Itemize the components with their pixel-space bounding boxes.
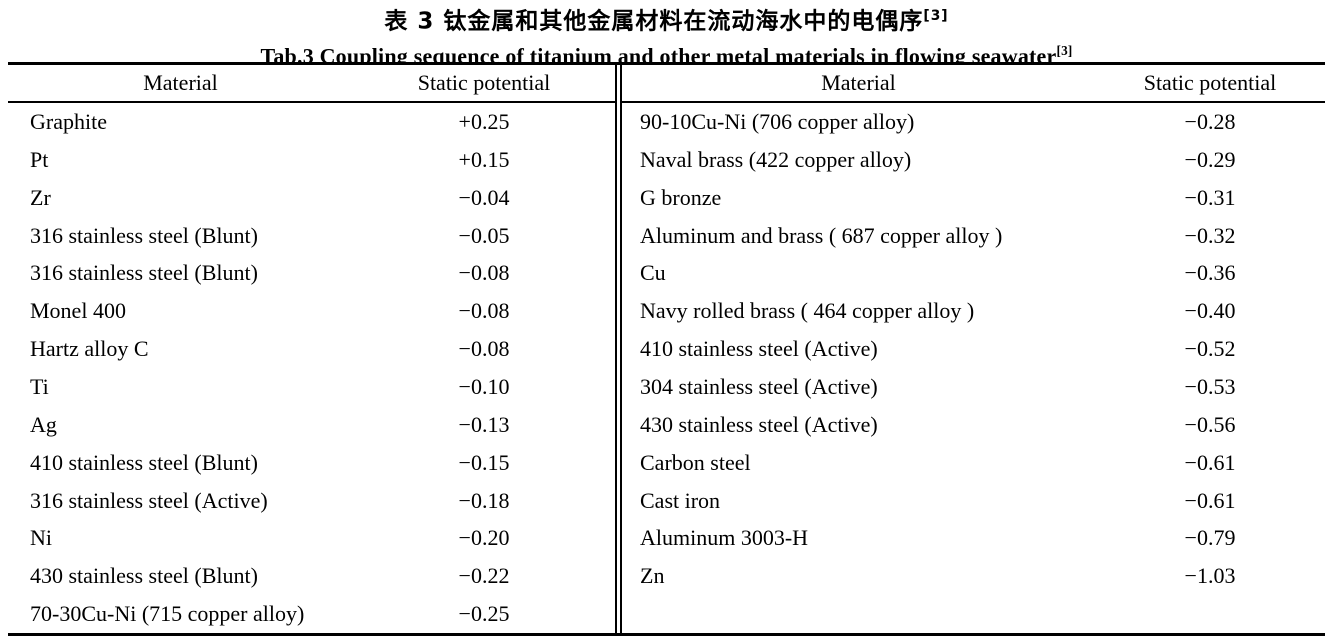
material-cell: Zr [30,184,51,210]
material-cell: Pt [30,146,49,172]
static-potential-cell: −0.29 [1184,146,1236,172]
static-potential-cell: −0.08 [458,260,510,286]
static-potential-cell: −0.05 [458,222,510,248]
table-row: 430 stainless steel (Blunt) −0.22 [8,557,615,595]
table-left-half: Material Static potential Graphite +0.25 P… [8,65,615,633]
table-row: Naval brass (422 copper alloy) −0.29 [622,141,1325,179]
static-potential-cell: −0.18 [458,487,510,513]
table-header-row-left: Material Static potential [8,65,615,103]
table-row: 316 stainless steel (Blunt) −0.08 [8,254,615,292]
material-cell: 90-10Cu-Ni (706 copper alloy) [640,108,915,134]
table-header-row-right: Material Static potential [622,65,1325,103]
table-title-chinese: 表 3 钛金属和其他金属材料在流动海水中的电偶序[3] [0,1,1333,37]
double-rule-divider [615,65,622,634]
static-potential-cell: −0.08 [458,336,510,362]
static-potential-cell: −0.28 [1184,108,1236,134]
static-potential-cell: −0.20 [458,525,510,551]
static-potential-cell: −0.52 [1184,336,1236,362]
static-potential-cell: −0.31 [1184,184,1236,210]
static-potential-cell: −0.61 [1184,487,1236,513]
citation-ref-chinese: [3] [923,8,949,24]
table-row: Ni −0.20 [8,519,615,557]
material-cell: Aluminum and brass ( 687 copper alloy ) [640,222,1003,248]
material-cell: Cu [640,260,666,286]
right-table-body: 90-10Cu-Ni (706 copper alloy) −0.28 Naval … [622,103,1325,633]
table-row: Ti −0.10 [8,368,615,406]
column-header-material: Material [143,70,218,95]
static-potential-cell: −1.03 [1184,563,1236,589]
left-table-body: Graphite +0.25 Pt +0.15 Zr −0.04 316 stainless… [8,103,615,633]
static-potential-cell: −0.25 [458,601,510,627]
material-cell: Naval brass (422 copper alloy) [640,146,912,172]
material-cell: Ti [30,373,49,399]
material-cell: Ag [30,411,57,437]
table-row: Aluminum 3003-H −0.79 [622,519,1325,557]
column-header-static-potential: Static potential [1143,70,1277,95]
table-row: Monel 400 −0.08 [8,292,615,330]
table-row: Ag −0.13 [8,406,615,444]
static-potential-cell: −0.61 [1184,449,1236,475]
table-row: Carbon steel −0.61 [622,444,1325,482]
material-cell: G bronze [640,184,722,210]
material-cell: 410 stainless steel (Active) [640,336,878,362]
material-cell: Carbon steel [640,449,751,475]
static-potential-cell: −0.04 [458,184,510,210]
column-header-static-potential: Static potential [417,70,551,95]
material-cell: 316 stainless steel (Active) [30,487,268,513]
table-row: G bronze −0.31 [622,179,1325,217]
citation-ref-english: [3] [1056,42,1073,58]
material-cell: 304 stainless steel (Active) [640,373,878,399]
table-row: Hartz alloy C −0.08 [8,330,615,368]
table-row: 304 stainless steel (Active) −0.53 [622,368,1325,406]
static-potential-cell: −0.08 [458,298,510,324]
table-row: Navy rolled brass ( 464 copper alloy ) −0… [622,292,1325,330]
material-cell: Navy rolled brass ( 464 copper alloy ) [640,298,975,324]
table-row: Cast iron −0.61 [622,482,1325,520]
table-row: Pt +0.15 [8,141,615,179]
table-row: 316 stainless steel (Active) −0.18 [8,482,615,520]
material-cell: Graphite [30,108,107,134]
material-cell: Zn [640,563,665,589]
static-potential-cell: −0.13 [458,411,510,437]
table-titles: 表 3 钛金属和其他金属材料在流动海水中的电偶序[3] Tab.3 Coupli… [0,0,1333,69]
table-row: Zn −1.03 [622,557,1325,595]
table-row: Graphite +0.25 [8,103,615,141]
table-row: Cu −0.36 [622,254,1325,292]
static-potential-cell: −0.15 [458,449,510,475]
table-row: Aluminum and brass ( 687 copper alloy ) −… [622,217,1325,255]
table-row: 430 stainless steel (Active) −0.56 [622,406,1325,444]
table-row: 410 stainless steel (Blunt) −0.15 [8,444,615,482]
static-potential-cell: −0.32 [1184,222,1236,248]
material-cell: 316 stainless steel (Blunt) [30,222,258,248]
material-cell: 316 stainless steel (Blunt) [30,260,258,286]
table-row: 410 stainless steel (Active) −0.52 [622,330,1325,368]
coupling-sequence-table: Material Static potential Graphite +0.25 P… [8,62,1325,637]
column-header-material: Material [821,70,896,95]
material-cell: Ni [30,525,52,551]
static-potential-cell: −0.56 [1184,411,1236,437]
material-cell: 70-30Cu-Ni (715 copper alloy) [30,601,305,627]
static-potential-cell: −0.79 [1184,525,1236,551]
static-potential-cell: −0.22 [458,563,510,589]
material-cell: Hartz alloy C [30,336,149,362]
table-row: Zr −0.04 [8,179,615,217]
table-right-half: Material Static potential 90-10Cu-Ni (70… [622,65,1325,633]
table-row: 316 stainless steel (Blunt) −0.05 [8,217,615,255]
material-cell: 410 stainless steel (Blunt) [30,449,258,475]
table-row: 70-30Cu-Ni (715 copper alloy) −0.25 [8,595,615,633]
static-potential-cell: −0.53 [1184,373,1236,399]
table-row: 90-10Cu-Ni (706 copper alloy) −0.28 [622,103,1325,141]
material-cell: Cast iron [640,487,721,513]
static-potential-cell: +0.25 [458,108,510,134]
static-potential-cell: −0.40 [1184,298,1236,324]
material-cell: Aluminum 3003-H [640,525,809,551]
table-title-chinese-text: 表 3 钛金属和其他金属材料在流动海水中的电偶序 [384,8,924,35]
static-potential-cell: −0.10 [458,373,510,399]
material-cell: Monel 400 [30,298,126,324]
static-potential-cell: +0.15 [458,146,510,172]
material-cell: 430 stainless steel (Blunt) [30,563,258,589]
material-cell: 430 stainless steel (Active) [640,411,878,437]
static-potential-cell: −0.36 [1184,260,1236,286]
